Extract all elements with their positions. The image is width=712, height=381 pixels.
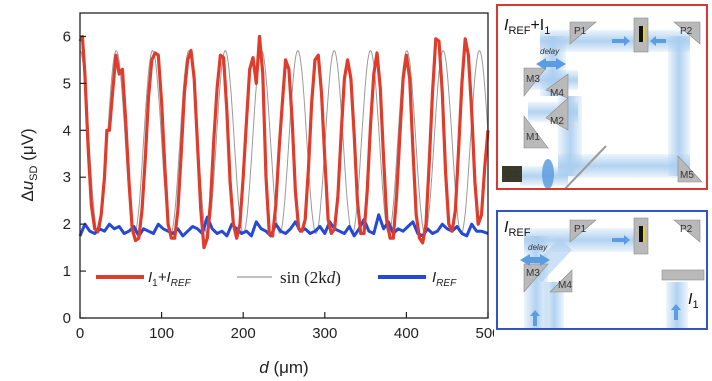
x-tick-label: 300: [312, 325, 337, 342]
y-tick-label: 6: [63, 28, 71, 45]
legend-label-red: I1+IREF: [148, 269, 192, 289]
panel-title-combined: IREF+I1: [504, 17, 550, 37]
sample-edge-ref: [643, 226, 645, 242]
mirror-p2: [673, 21, 701, 45]
label-m4-ref: M4: [558, 280, 572, 291]
chart: 0 100 200 300 400 500 0 1 2 3 4 5 6 ΔuSD (μV) d (μm)…: [18, 12, 494, 377]
lens: [542, 159, 554, 188]
y-tick-label: 5: [63, 75, 71, 92]
label-p2: P2: [680, 26, 693, 37]
mirror-p1: [569, 21, 597, 45]
label-p1-ref: P1: [574, 224, 587, 235]
plot-frame: [79, 12, 489, 319]
x-tick-label: 400: [394, 325, 419, 342]
label-i1-ref: I1: [688, 291, 699, 311]
axis-ticks: 0 100 200 300 400 500 0 1 2 3 4 5 6: [63, 28, 494, 342]
legend-label-blue: IREF: [432, 269, 457, 289]
x-axis-label: d (μm): [259, 358, 308, 377]
label-m4: M4: [550, 88, 564, 99]
x-tick-label: 200: [231, 325, 256, 342]
mirrors: [523, 17, 703, 183]
label-delay-ref: delay: [528, 243, 548, 252]
mirror-m3: [523, 67, 547, 97]
x-tick-label: 100: [149, 325, 174, 342]
plot-lines: [78, 34, 490, 250]
mirror-m2: [545, 97, 569, 131]
setup-diagram-reference: IREF delay P1 P2 M3 M4 I1: [496, 210, 708, 330]
beam-splitter: [564, 145, 607, 188]
label-p1: P1: [574, 26, 587, 37]
setup-diagram-combined: IREF+I1 delay P1 P2 M3 M4 M2 M1 M5 QCL L…: [496, 4, 708, 190]
label-p2-ref: P2: [680, 224, 693, 235]
mirror-m4: [545, 73, 569, 99]
x-tick-label: 0: [76, 325, 84, 342]
mirror-m1: [523, 115, 549, 149]
label-m2: M2: [550, 116, 564, 127]
sample: [639, 26, 643, 42]
legend-label-gray: sin (2kd): [280, 268, 341, 287]
x-tick-label: 500: [475, 325, 494, 342]
label-m5: M5: [680, 170, 694, 181]
mirror-m3-ref: [523, 263, 549, 293]
y-axis-label: ΔuSD (μV): [18, 128, 40, 201]
label-delay: delay: [540, 47, 560, 56]
beam-arrows-reference: [520, 235, 681, 326]
mirror-m5: [677, 155, 703, 183]
mirror-p2-ref: [673, 219, 701, 243]
y-tick-label: 4: [63, 122, 71, 139]
beam-arrows: [536, 36, 666, 70]
mirror-m4-ref: [549, 269, 573, 293]
y-tick-label: 1: [63, 263, 71, 280]
label-m1: M1: [526, 132, 540, 143]
legend: I1+IREF sin (2kd) IREF: [96, 268, 457, 289]
y-tick-label: 2: [63, 216, 71, 233]
label-m3: M3: [526, 74, 540, 85]
panel-title-reference: IREF: [504, 219, 531, 239]
label-m3-ref: M3: [526, 268, 540, 279]
sample-edge: [643, 26, 645, 42]
label-l: L: [508, 187, 513, 188]
sample-ref: [639, 226, 643, 242]
y-tick-label: 0: [63, 310, 71, 327]
label-qcl: QCL: [504, 170, 521, 179]
mirror-p1-ref: [569, 219, 597, 243]
qcl-source: [502, 166, 522, 182]
blocker: [661, 269, 705, 281]
series-line-red: [78, 34, 490, 250]
y-tick-label: 3: [63, 169, 71, 186]
series-line-gray: [79, 50, 489, 234]
